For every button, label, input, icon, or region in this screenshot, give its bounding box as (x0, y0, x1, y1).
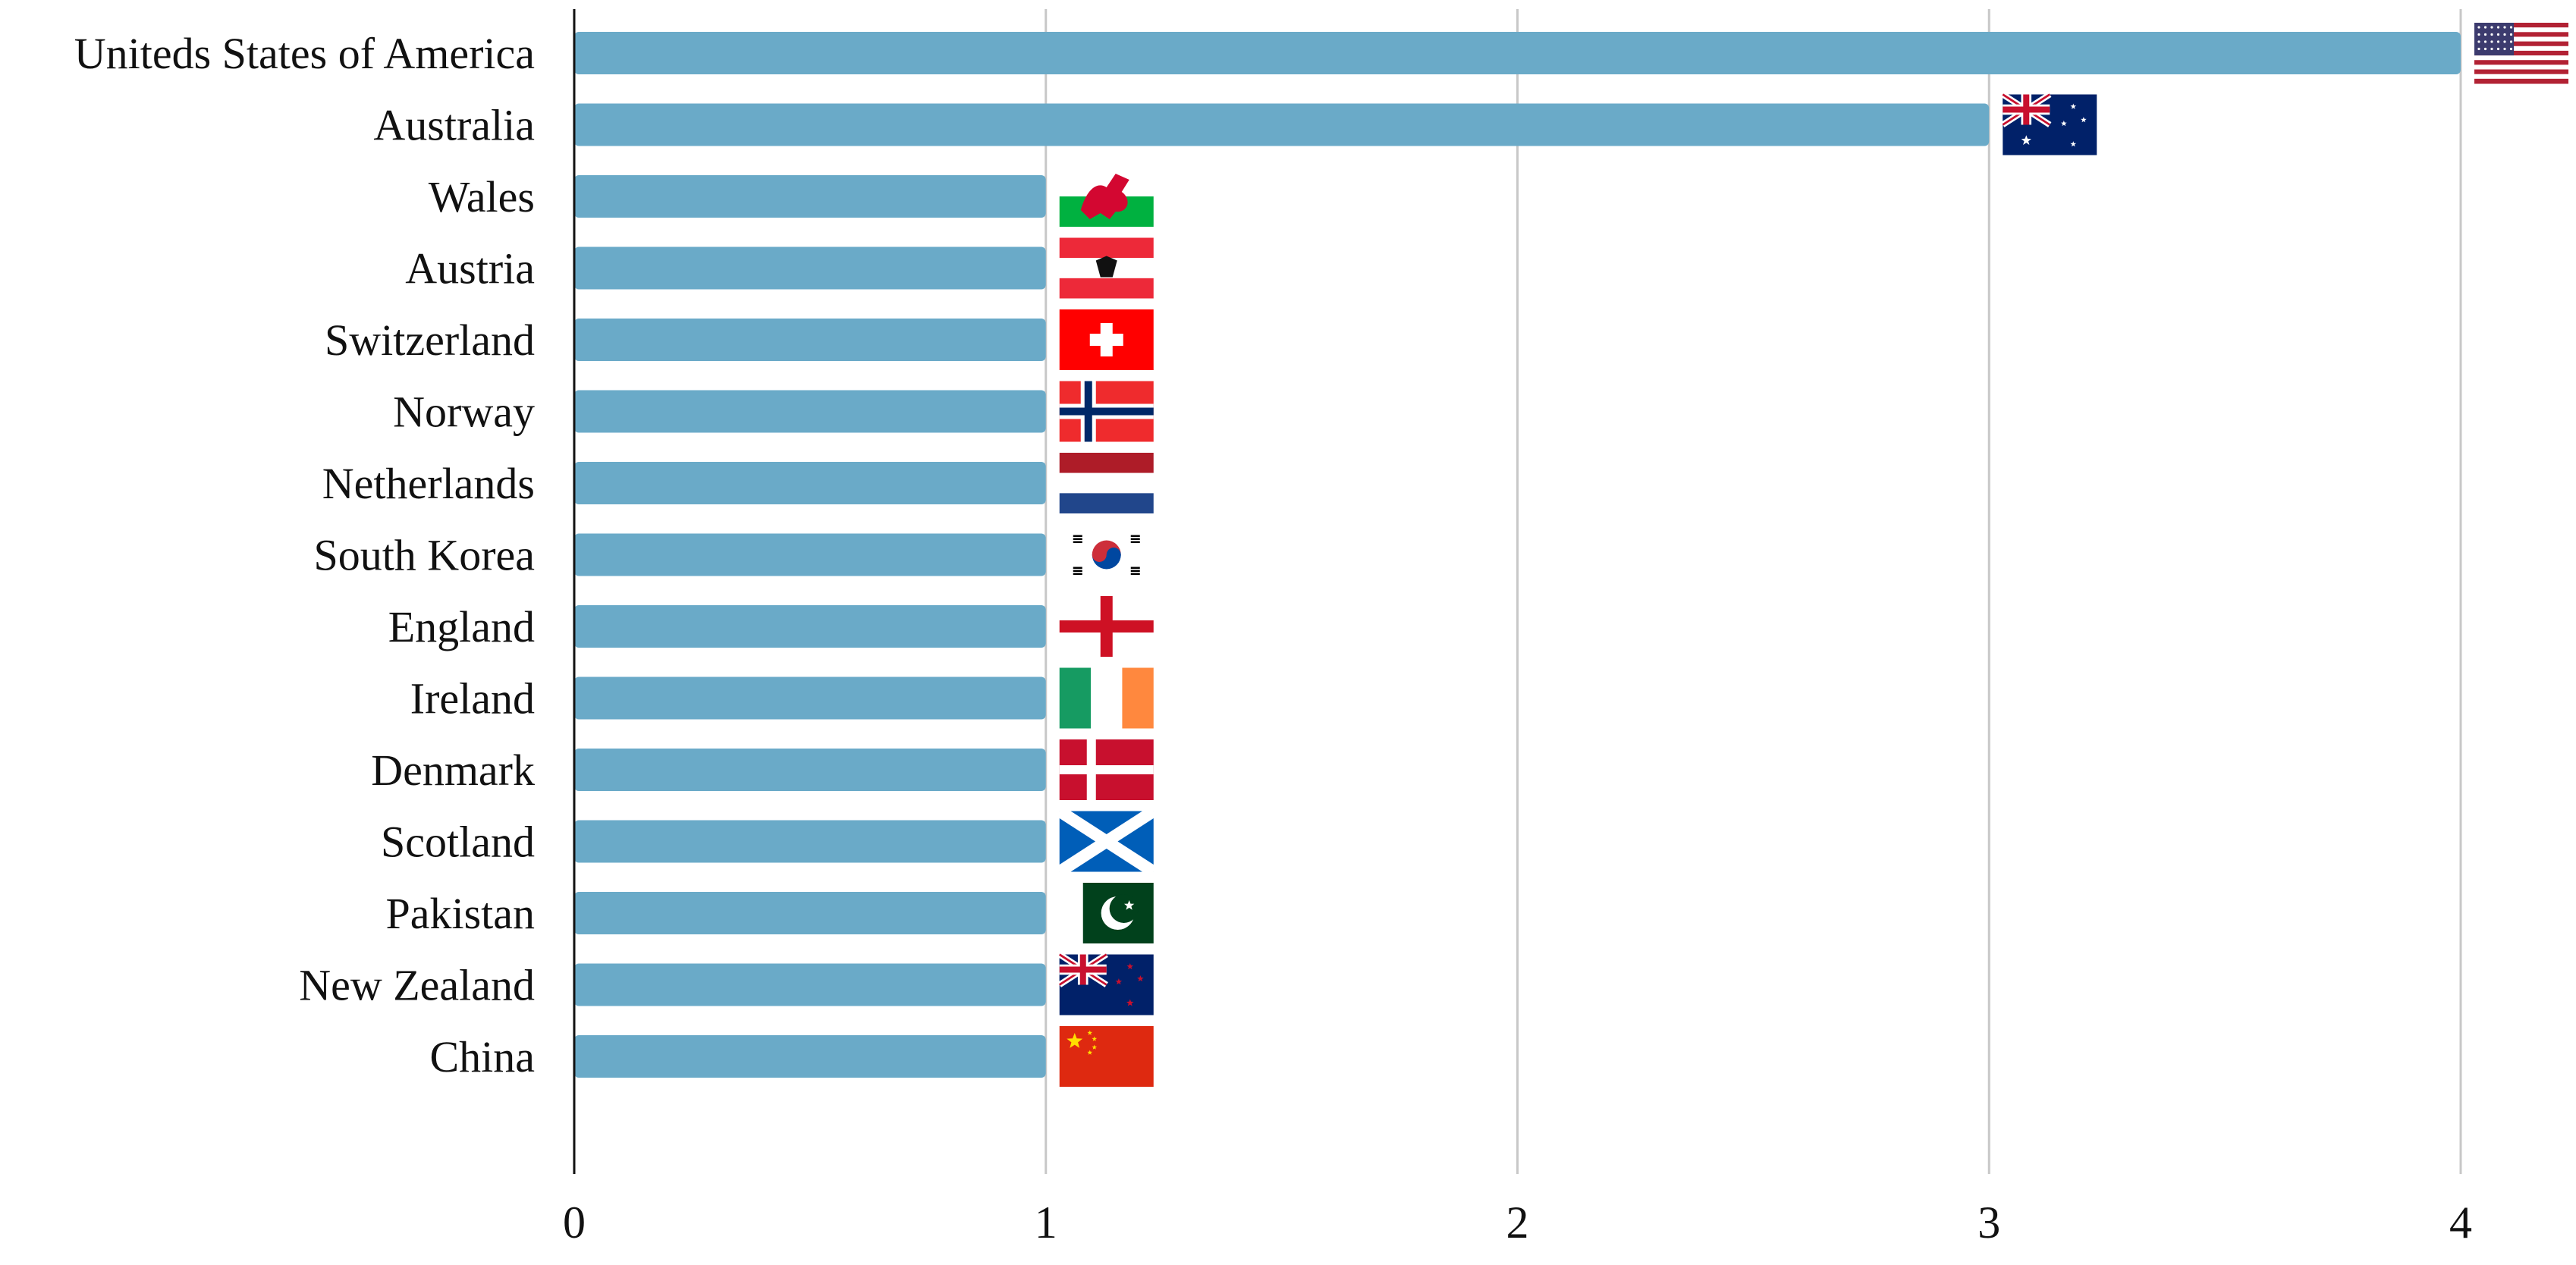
category-labels: Uniteds States of America Australia Wales A… (74, 29, 535, 1081)
category-label: Switzerland (325, 315, 535, 365)
x-tick-label: 1 (1035, 1198, 1057, 1248)
grid-layer (1045, 9, 2462, 1174)
norway-flag-icon (1059, 381, 1154, 442)
category-label: Uniteds States of America (74, 29, 535, 78)
bar (574, 103, 1990, 146)
bar (574, 605, 1046, 648)
denmark-flag-icon (1059, 739, 1154, 800)
scotland-flag-icon (1056, 805, 1158, 877)
category-label: Austria (405, 244, 535, 293)
x-tick-label: 4 (2449, 1198, 2472, 1248)
bar (574, 820, 1046, 863)
bar (574, 175, 1046, 218)
bar (574, 462, 1046, 504)
wales-flag-icon (1059, 166, 1154, 227)
category-label: Denmark (371, 746, 535, 795)
bar (574, 32, 2461, 74)
netherlands-flag-icon (1059, 453, 1154, 513)
new-zealand-flag-icon (1057, 952, 1154, 1015)
category-label: England (388, 602, 535, 651)
x-tick-label: 2 (1506, 1198, 1529, 1248)
south-korea-flag-icon (1059, 524, 1154, 585)
usa-flag-icon (2474, 23, 2568, 84)
x-tick-labels: 0 1 2 3 4 (563, 1198, 2472, 1248)
australia-flag-icon (2001, 92, 2097, 155)
category-label: Scotland (381, 818, 535, 867)
china-flag-icon (1059, 1026, 1154, 1087)
bar (574, 963, 1046, 1006)
ireland-flag-icon (1059, 667, 1154, 729)
switzerland-flag-icon (1059, 309, 1154, 370)
england-flag-icon (1059, 596, 1154, 657)
bar (574, 892, 1046, 934)
category-label: Pakistan (385, 889, 535, 938)
category-label: South Korea (313, 531, 535, 580)
bar-layer (574, 32, 2461, 1078)
category-label: Wales (429, 172, 535, 221)
category-label: New Zealand (299, 961, 535, 1010)
bar (574, 676, 1046, 720)
bar (574, 749, 1046, 791)
category-label: Ireland (410, 674, 535, 724)
bar (574, 246, 1046, 290)
bar (574, 390, 1046, 433)
x-tick-label: 0 (563, 1198, 586, 1248)
category-label: Australia (373, 101, 535, 150)
category-label: China (429, 1032, 535, 1081)
bar (574, 533, 1046, 576)
bar (574, 319, 1046, 361)
x-tick-label: 3 (1978, 1198, 2000, 1248)
bar (574, 1035, 1046, 1078)
pakistan-flag-icon (1059, 883, 1154, 943)
austria-flag-icon (1059, 237, 1154, 299)
category-label: Norway (393, 388, 535, 437)
flag-layer (1056, 23, 2568, 1087)
category-label: Netherlands (322, 459, 535, 508)
